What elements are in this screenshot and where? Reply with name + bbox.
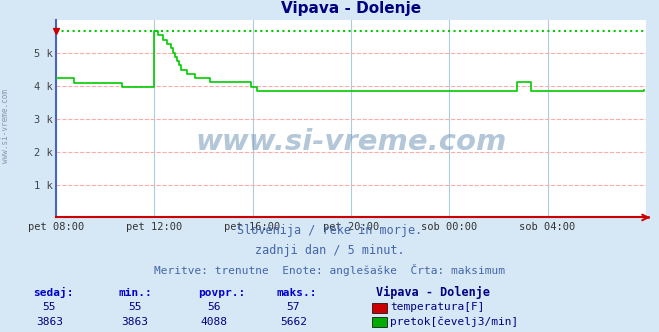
- Text: povpr.:: povpr.:: [198, 288, 245, 298]
- Text: 3863: 3863: [122, 317, 148, 327]
- Text: Vipava - Dolenje: Vipava - Dolenje: [376, 286, 490, 299]
- Text: min.:: min.:: [119, 288, 152, 298]
- Text: 5662: 5662: [280, 317, 306, 327]
- Text: 56: 56: [208, 302, 221, 312]
- Text: sedaj:: sedaj:: [33, 287, 73, 298]
- Text: 3863: 3863: [36, 317, 63, 327]
- Text: zadnji dan / 5 minut.: zadnji dan / 5 minut.: [254, 244, 405, 257]
- Text: maks.:: maks.:: [277, 288, 317, 298]
- Text: 55: 55: [43, 302, 56, 312]
- Text: 55: 55: [129, 302, 142, 312]
- Text: pretok[čevelj3/min]: pretok[čevelj3/min]: [390, 316, 519, 327]
- Text: 4088: 4088: [201, 317, 227, 327]
- Title: Vipava - Dolenje: Vipava - Dolenje: [281, 1, 421, 16]
- Text: 57: 57: [287, 302, 300, 312]
- Text: temperatura[F]: temperatura[F]: [390, 302, 484, 312]
- Text: Slovenija / reke in morje.: Slovenija / reke in morje.: [237, 224, 422, 237]
- Text: www.si-vreme.com: www.si-vreme.com: [1, 89, 10, 163]
- Text: www.si-vreme.com: www.si-vreme.com: [195, 128, 507, 156]
- Text: Meritve: trenutne  Enote: anglešaške  Črta: maksimum: Meritve: trenutne Enote: anglešaške Črta…: [154, 264, 505, 276]
